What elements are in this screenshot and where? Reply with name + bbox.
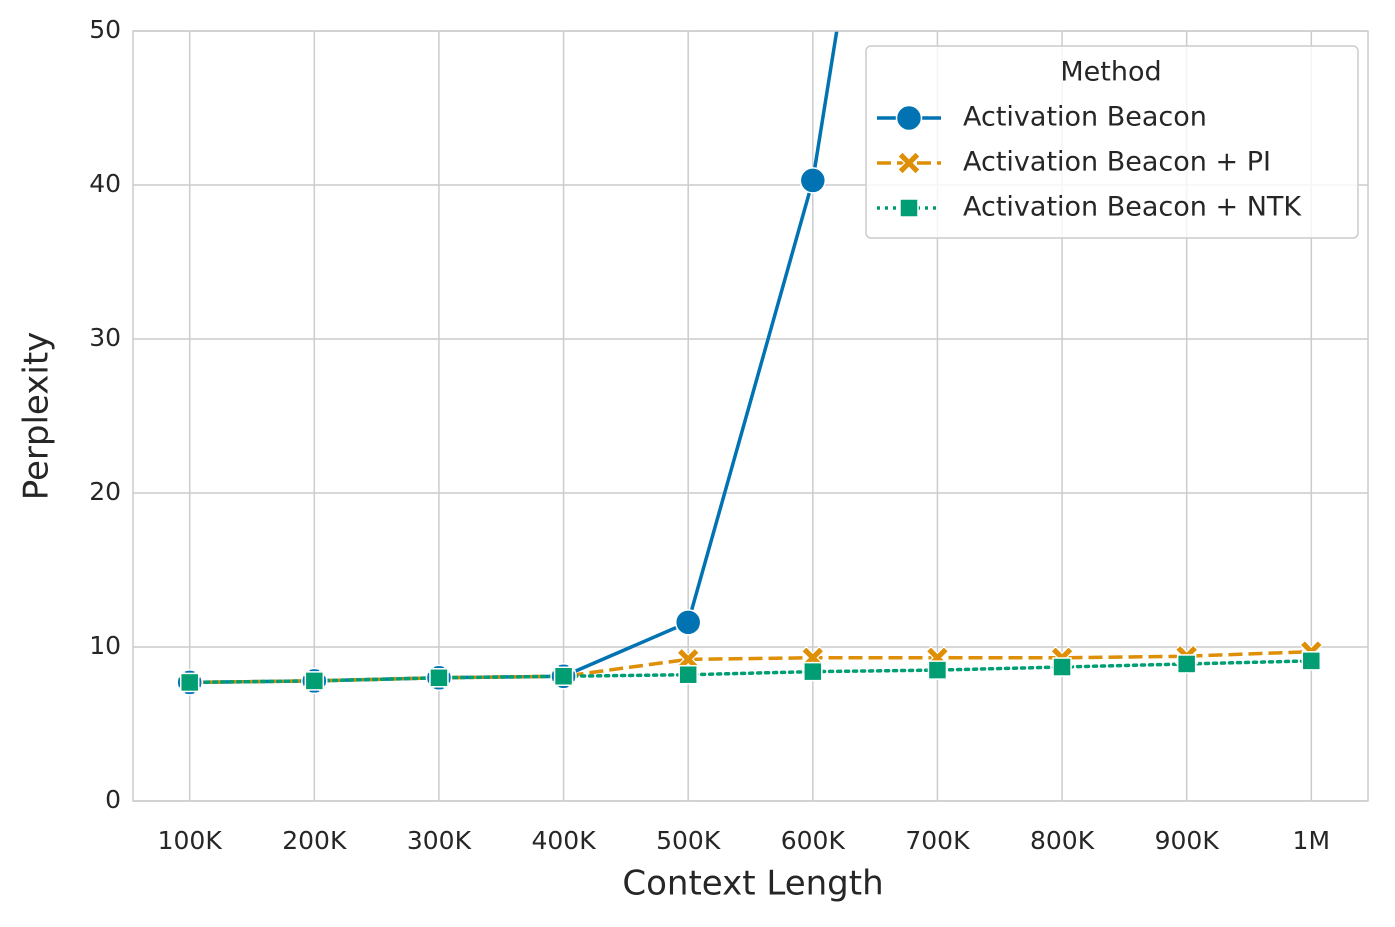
legend-label: Activation Beacon + PI: [963, 147, 1271, 178]
legend-title: Method: [1060, 57, 1161, 88]
legend: Method Activation Beacon Activation Beaco…: [865, 45, 1359, 239]
point: [553, 666, 574, 687]
x-tick-label: 600K: [781, 826, 846, 855]
legend-label: Activation Beacon + NTK: [963, 192, 1302, 223]
point: [803, 661, 823, 682]
legend-marker: [895, 104, 923, 132]
x-tick-label: 300K: [407, 826, 472, 855]
x-tick-label: 800K: [1030, 826, 1095, 855]
legend-marker: [899, 198, 919, 218]
series-line: [187, 659, 1314, 685]
x-tick-label: 100K: [158, 826, 223, 855]
x-axis-title: Context Length: [622, 864, 883, 904]
x-tick-label: 500K: [656, 826, 721, 855]
plot-frame: [132, 30, 1369, 802]
point: [678, 664, 698, 685]
point: [676, 647, 701, 672]
x-tick-label: 1M: [1293, 826, 1330, 855]
x-tick-label: 700K: [905, 826, 970, 855]
y-axis-title: Perplexity: [17, 332, 57, 501]
y-tick-label: 0: [105, 785, 121, 814]
point: [1301, 651, 1322, 671]
y-tick-label: 40: [89, 169, 121, 198]
point: [304, 671, 325, 691]
x-tick-label: 900K: [1155, 826, 1220, 855]
legend-label: Activation Beacon: [963, 102, 1207, 133]
point: [1176, 654, 1197, 674]
point: [429, 668, 449, 688]
y-tick-label: 30: [89, 323, 121, 352]
plot-area: [176, 31, 1324, 696]
x-tick-label: 400K: [532, 826, 597, 855]
point: [179, 672, 200, 693]
point: [927, 660, 948, 680]
y-tick-label: 10: [89, 631, 121, 660]
point: [799, 167, 827, 194]
point: [1052, 657, 1072, 677]
point: [674, 609, 702, 636]
legend-marker: [897, 151, 921, 175]
y-tick-label: 20: [89, 477, 121, 506]
x-tick-label: 200K: [282, 826, 347, 855]
series-line: [189, 649, 1312, 685]
legend-box: [865, 45, 1359, 239]
y-tick-label: 50: [89, 15, 121, 44]
